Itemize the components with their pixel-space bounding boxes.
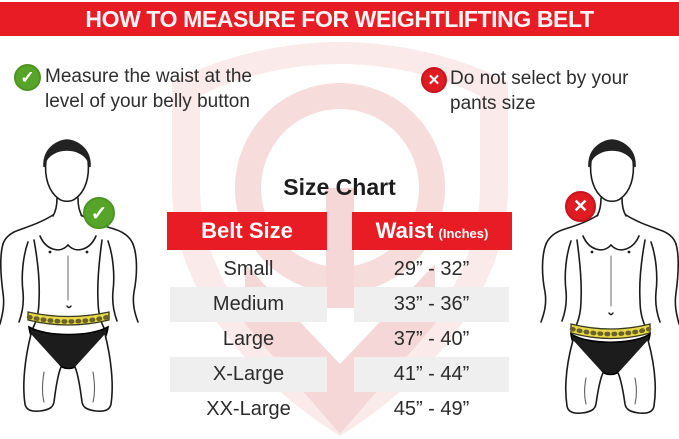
x-glyph: ✕ — [427, 72, 441, 89]
instruction-dont-line2: pants size — [450, 93, 536, 114]
waist-unit-label: (Inches) — [438, 225, 489, 241]
instruction-dont-text: Do not select by your pants size — [450, 66, 628, 116]
check-icon: ✓ — [14, 64, 41, 91]
measuring-tape — [570, 323, 651, 340]
page-title: HOW TO MEASURE FOR WEIGHTLIFTING BELT — [85, 5, 594, 32]
column-header-waist: Waist (Inches) — [352, 212, 512, 250]
table-row-xxlarge-size: XX-Large — [206, 398, 291, 420]
table-row-small-size: Small — [223, 258, 274, 280]
waist-header-label: Waist — [375, 218, 434, 243]
column-header-belt-size: Belt Size — [167, 212, 327, 250]
table-row-large-size: Large — [222, 328, 275, 350]
page-title-banner: HOW TO MEASURE FOR WEIGHTLIFTING BELT — [0, 2, 679, 36]
size-chart-title: Size Chart — [283, 174, 396, 200]
correct-position-check-icon: ✓ — [83, 197, 115, 229]
instruction-do-text: Measure the waist at the level of your b… — [45, 64, 252, 114]
left-figure-illustration — [0, 139, 139, 413]
table-row-xxlarge-waist: 45” - 49” — [393, 398, 470, 420]
table-row-large-waist: 37” - 40” — [393, 328, 470, 350]
right-figure-illustration — [540, 139, 679, 415]
wrong-position-x-icon: ✕ — [565, 191, 596, 222]
instruction-do-line2: level of your belly button — [45, 91, 250, 112]
x-icon: ✕ — [421, 67, 447, 93]
table-row-medium-waist: 33” - 36” — [354, 287, 509, 322]
table-row-medium-size: Medium — [170, 287, 327, 322]
belt-size-header-label: Belt Size — [201, 218, 293, 243]
table-row-xlarge-size: X-Large — [170, 357, 327, 392]
instruction-dont-line1: Do not select by your — [450, 68, 629, 89]
figure-x-glyph: ✕ — [572, 196, 589, 216]
check-glyph: ✓ — [20, 67, 35, 87]
table-row-small-waist: 29” - 32” — [393, 258, 470, 280]
figure-check-glyph: ✓ — [90, 202, 108, 225]
table-row-xlarge-waist: 41” - 44” — [354, 357, 509, 392]
instruction-do-line1: Measure the waist at the — [45, 66, 252, 87]
